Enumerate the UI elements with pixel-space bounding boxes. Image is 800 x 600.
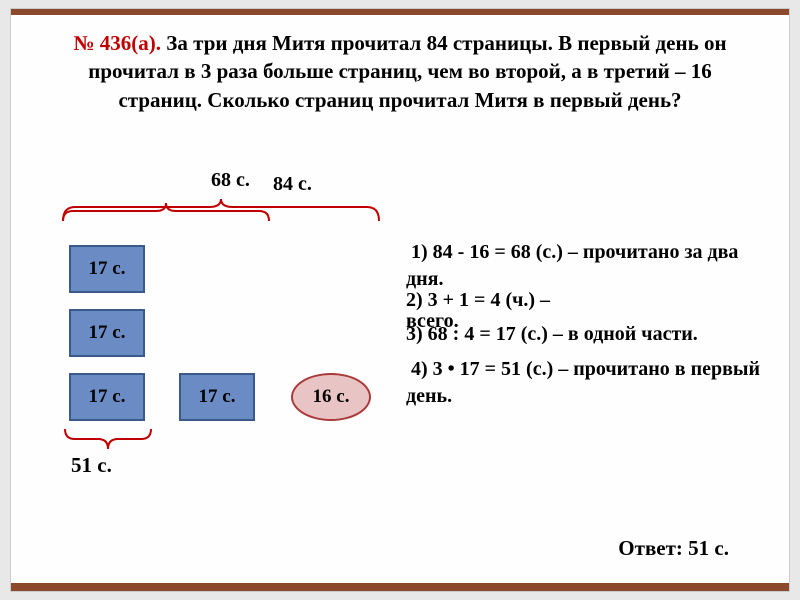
box-day1-2: 17 с.	[69, 309, 145, 357]
problem-text: № 436(а). За три дня Митя прочитал 84 ст…	[51, 29, 749, 114]
box-day2: 17 с.	[179, 373, 255, 421]
label-84: 84 с.	[273, 173, 312, 196]
answer: Ответ: 51 с.	[618, 536, 729, 561]
label-51: 51 с.	[71, 453, 112, 478]
box-day1-3: 17 с.	[69, 373, 145, 421]
diagram: 17 с. 17 с. 17 с. 17 с. 16 с. 51 с.	[31, 209, 401, 559]
problem-body: За три дня Митя прочитал 84 страницы. В …	[88, 31, 726, 112]
solution: 1) 84 - 16 = 68 (с.) – прочитано за два …	[406, 239, 769, 412]
brace-84	[61, 199, 381, 223]
brace-bottom	[63, 427, 153, 453]
problem-number: № 436(а).	[73, 31, 161, 55]
box-day1-1: 17 с.	[69, 245, 145, 293]
slide: № 436(а). За три дня Митя прочитал 84 ст…	[10, 8, 790, 592]
step3: 3) 68 : 4 = 17 (с.) – в одной части.	[406, 321, 769, 348]
step1: 1) 84 - 16 = 68 (с.) – прочитано за два …	[406, 239, 769, 293]
bottom-border	[11, 583, 789, 591]
label-68: 68 с.	[211, 169, 250, 192]
step4: 4) 3 • 17 = 51 (с.) – прочитано в первый…	[406, 356, 769, 410]
oval-day3: 16 с.	[291, 373, 371, 421]
top-border	[11, 9, 789, 15]
